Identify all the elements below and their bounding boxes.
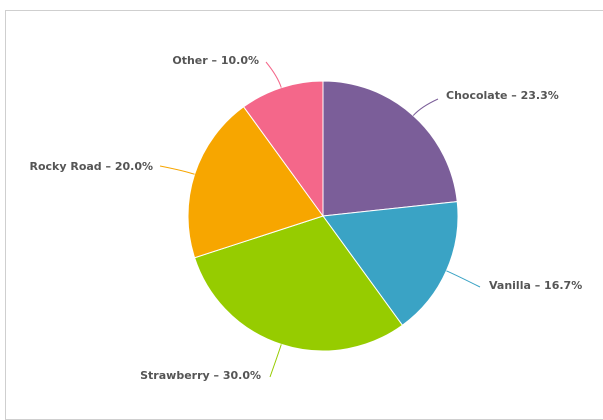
pie-slice-vanilla[interactable] — [322, 201, 459, 326]
connector-rocky-road — [159, 165, 195, 175]
connector-other — [265, 61, 282, 88]
pie-slice-other[interactable] — [242, 80, 324, 218]
slice-label-strawberry: Strawberry – 30.0% — [140, 369, 261, 382]
pie-slice-strawberry[interactable] — [193, 215, 404, 352]
slice-label-rocky-road: Rocky Road – 20.0% — [29, 160, 153, 173]
slice-label-chocolate: Chocolate – 23.3% — [446, 89, 559, 102]
label-connectors — [159, 61, 481, 378]
connector-chocolate — [412, 98, 439, 116]
slice-label-other: Other – 10.0% — [172, 54, 259, 67]
connector-vanilla — [446, 270, 481, 288]
pie-slice-chocolate[interactable] — [322, 80, 458, 217]
slice-labels: Chocolate – 23.3% Vanilla – 16.7% Strawber… — [29, 54, 582, 382]
slice-label-vanilla: Vanilla – 16.7% — [489, 279, 582, 292]
pie-slices — [187, 80, 459, 352]
connector-strawberry — [269, 344, 282, 378]
